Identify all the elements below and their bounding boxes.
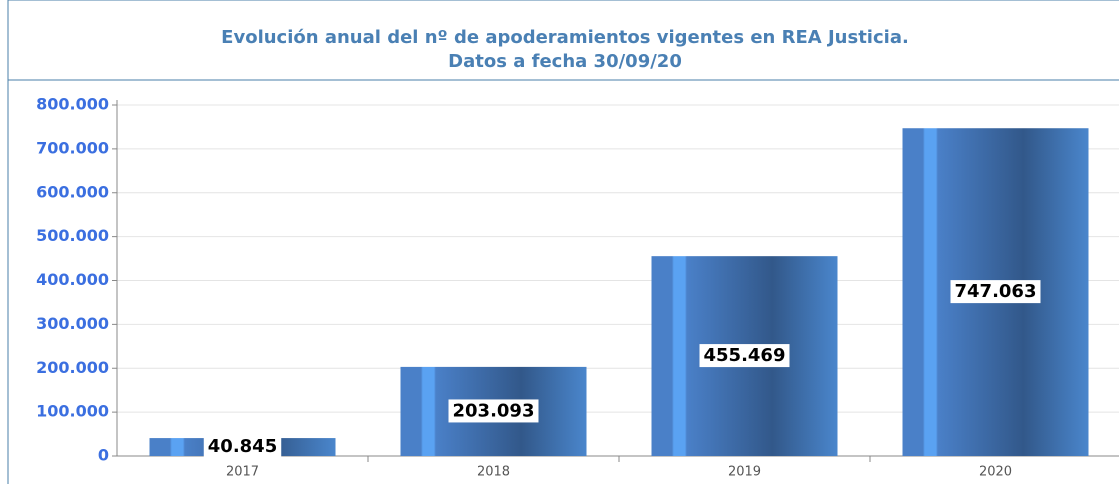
value-label: 455.469	[704, 345, 786, 366]
y-tick-label: 400.000	[36, 270, 109, 289]
x-tick-label: 2018	[477, 465, 510, 480]
y-tick-label: 100.000	[36, 402, 109, 421]
y-tick-label: 800.000	[36, 95, 109, 114]
chart-title: Evolución anual del nº de apoderamientos…	[221, 27, 909, 48]
value-label-bg	[448, 399, 539, 423]
y-tick-label: 600.000	[36, 182, 109, 201]
value-label-bg	[950, 280, 1041, 304]
y-tick-label: 0	[98, 446, 109, 465]
value-label-bg	[699, 344, 790, 368]
x-tick-label: 2017	[226, 465, 259, 480]
y-tick-label: 700.000	[36, 138, 109, 157]
value-label-bg	[203, 435, 282, 458]
y-tick-label: 500.000	[36, 226, 109, 245]
x-tick-label: 2019	[728, 465, 761, 480]
chart-subtitle: Datos a fecha 30/09/20	[448, 51, 682, 72]
title-box	[7, 0, 1119, 81]
value-label: 747.063	[955, 281, 1037, 302]
x-tick-label: 2020	[979, 465, 1012, 480]
value-label: 203.093	[453, 400, 535, 421]
y-tick-label: 300.000	[36, 314, 109, 333]
value-label: 40.845	[208, 436, 277, 457]
y-tick-label: 200.000	[36, 358, 109, 377]
